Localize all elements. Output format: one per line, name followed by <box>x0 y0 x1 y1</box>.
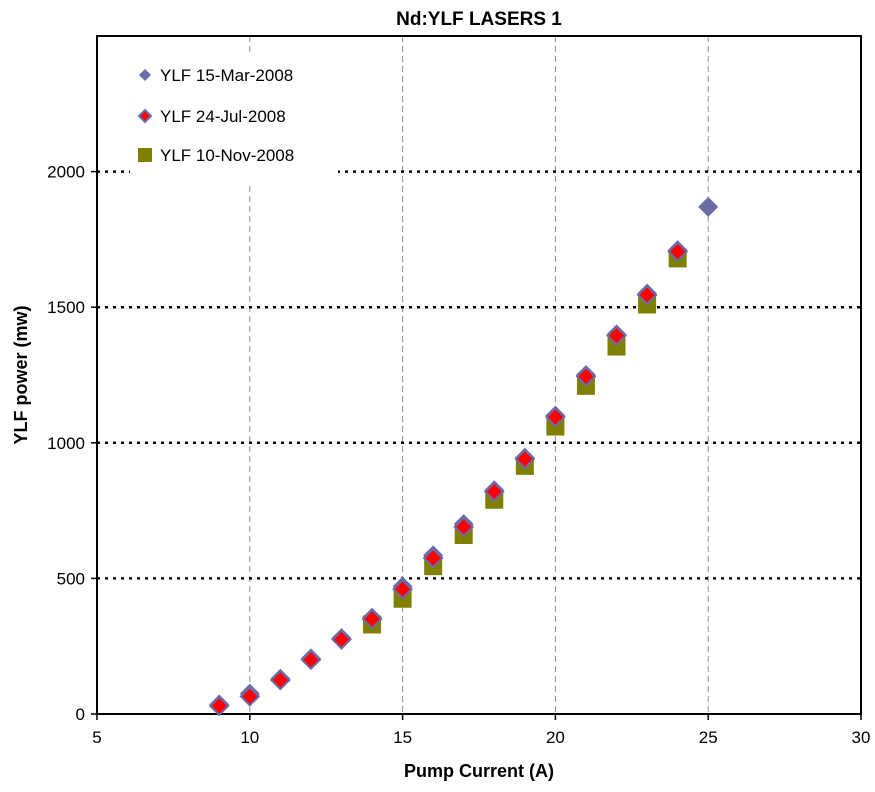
x-tick-label: 30 <box>852 728 871 747</box>
plot-area-frame <box>96 35 862 715</box>
data-point-diamond <box>514 448 536 470</box>
legend-box <box>130 56 338 184</box>
legend-item: YLF 10-Nov-2008 <box>138 146 294 165</box>
data-point-diamond <box>667 241 689 263</box>
data-point-diamond <box>300 649 322 671</box>
x-tick-label: 25 <box>699 728 718 747</box>
data-point-diamond <box>208 695 230 717</box>
chart-title: Nd:YLF LASERS 1 <box>396 9 562 30</box>
data-point-diamond <box>392 578 414 600</box>
data-point-square <box>607 337 626 356</box>
data-points <box>208 196 719 717</box>
data-point-diamond <box>636 284 658 306</box>
data-point-diamond <box>544 406 566 428</box>
y-tick-label: 2000 <box>47 163 85 182</box>
legend: YLF 15-Mar-2008 YLF 24-Jul-2008 YLF 10-Nov… <box>137 66 294 165</box>
data-point-diamond <box>239 685 261 707</box>
data-point-diamond <box>698 196 719 217</box>
legend-label: YLF 10-Nov-2008 <box>160 146 294 165</box>
legend-marker <box>139 69 151 81</box>
x-axis-title: Pump Current (A) <box>404 761 554 781</box>
x-tick-label: 10 <box>240 728 259 747</box>
legend-item: YLF 24-Jul-2008 <box>137 107 286 126</box>
x-tick-label: 5 <box>92 728 101 747</box>
y-axis-title: YLF power (mw) <box>11 305 31 444</box>
legend-label: YLF 15-Mar-2008 <box>160 66 293 85</box>
data-point-diamond <box>575 365 597 387</box>
data-point-diamond <box>361 608 383 630</box>
legend-background <box>130 56 338 184</box>
legend-label: YLF 24-Jul-2008 <box>160 107 286 126</box>
x-tick-label: 15 <box>393 728 412 747</box>
data-point-diamond <box>422 547 444 569</box>
axis-ticks: 5 10 15 20 25 30 0 500 1000 1500 2000 <box>47 163 870 747</box>
x-tick-label: 20 <box>546 728 565 747</box>
data-point-diamond <box>483 481 505 503</box>
legend-marker <box>138 148 152 162</box>
data-point-diamond <box>269 669 291 691</box>
y-tick-label: 1500 <box>47 298 85 317</box>
y-tick-label: 1000 <box>47 434 85 453</box>
data-point-diamond <box>331 629 352 650</box>
data-point-diamond <box>606 325 627 347</box>
legend-item: YLF 15-Mar-2008 <box>139 66 293 85</box>
legend-marker <box>137 108 153 124</box>
data-point-diamond <box>453 516 475 538</box>
y-tick-label: 500 <box>57 569 85 588</box>
series-2 <box>208 241 689 717</box>
series-1 <box>209 196 719 715</box>
y-tick-label: 0 <box>76 705 85 724</box>
